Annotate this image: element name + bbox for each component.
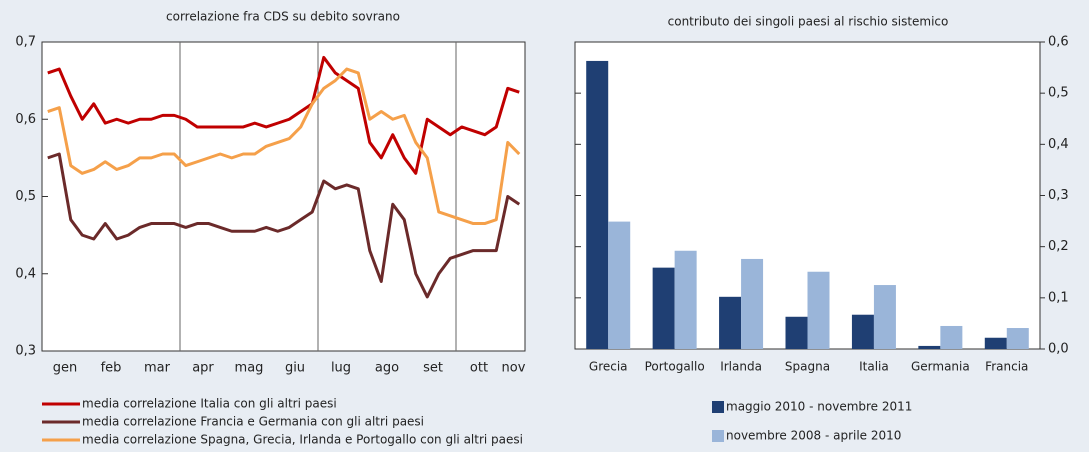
legend-label: media correlazione Italia con gli altri … — [82, 397, 337, 411]
x-tick-label: Grecia — [589, 360, 628, 374]
x-tick-label: mag — [235, 361, 264, 376]
x-tick-label: nov — [502, 361, 526, 376]
legend-label: maggio 2010 - novembre 2011 — [726, 400, 912, 414]
x-tick-label: gen — [53, 361, 78, 376]
x-tick-label: apr — [192, 361, 214, 376]
y-tick-label: 0,3 — [1048, 188, 1069, 203]
bar — [873, 285, 896, 349]
legend-label: novembre 2008 - aprile 2010 — [726, 429, 901, 443]
legend-swatch — [712, 430, 724, 442]
x-tick-label: set — [423, 361, 443, 376]
bar — [807, 271, 830, 349]
y-tick-label: 0,6 — [15, 112, 36, 127]
bar — [940, 325, 963, 349]
x-tick-label: giu — [285, 361, 305, 376]
bar — [984, 337, 1007, 349]
y-tick-label: 0,1 — [1048, 290, 1069, 305]
bar — [741, 258, 764, 349]
chart-title: contributo dei singoli paesi al rischio … — [668, 15, 949, 29]
x-tick-label: mar — [144, 361, 171, 376]
y-tick-label: 0,3 — [15, 344, 36, 359]
bar — [586, 60, 609, 349]
chart-title: correlazione fra CDS su debito sovrano — [166, 10, 400, 24]
bar — [652, 267, 675, 349]
bar — [1006, 328, 1029, 349]
x-tick-label: Portogallo — [645, 360, 705, 374]
bar — [785, 316, 808, 349]
plot-area — [41, 41, 526, 352]
y-tick-label: 0,0 — [1048, 342, 1069, 357]
x-tick-label: Francia — [985, 360, 1028, 374]
x-tick-label: Germania — [911, 360, 970, 374]
y-tick-label: 0,2 — [1048, 239, 1069, 254]
x-tick-label: ago — [375, 361, 399, 376]
y-tick-label: 0,7 — [15, 35, 36, 50]
bar — [918, 345, 941, 349]
x-tick-label: ott — [470, 361, 488, 376]
bar — [674, 250, 697, 349]
bar — [851, 314, 874, 349]
legend-label: media correlazione Spagna, Grecia, Irlan… — [82, 433, 523, 447]
x-tick-label: Irlanda — [720, 360, 762, 374]
x-tick-label: Italia — [859, 360, 889, 374]
y-tick-label: 0,6 — [1048, 35, 1069, 50]
line — [47, 55, 520, 175]
y-tick-label: 0,5 — [1048, 86, 1069, 101]
line — [47, 67, 521, 226]
bar — [608, 221, 631, 349]
x-tick-label: lug — [331, 361, 351, 376]
x-tick-label: Spagna — [785, 360, 830, 374]
legend-swatch — [712, 401, 724, 413]
y-tick-label: 0,4 — [15, 266, 36, 281]
line — [47, 152, 521, 299]
bar — [719, 296, 742, 349]
x-tick-label: feb — [101, 361, 122, 376]
legend-label: media correlazione Francia e Germania co… — [82, 415, 424, 429]
y-tick-label: 0,5 — [15, 189, 36, 204]
y-tick-label: 0,4 — [1048, 137, 1069, 152]
